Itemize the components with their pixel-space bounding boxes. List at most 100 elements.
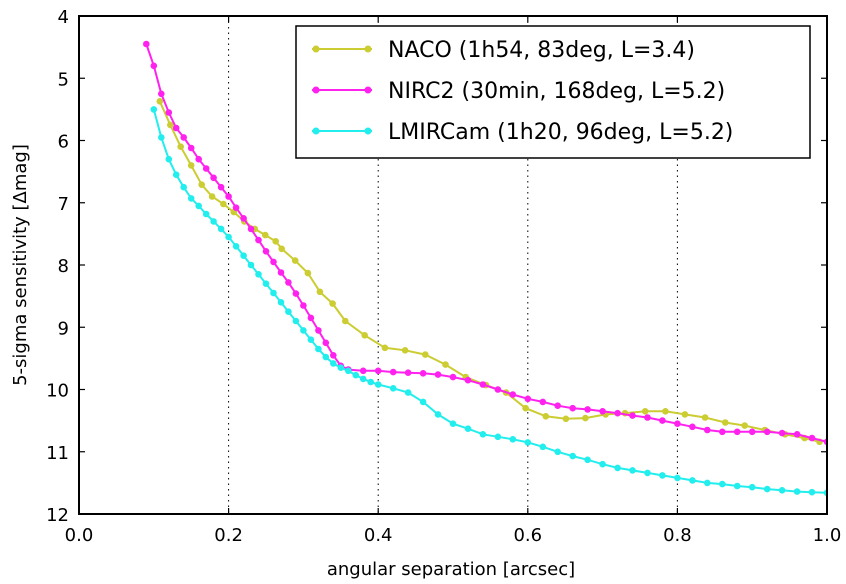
- data-point: [674, 420, 681, 428]
- data-point: [208, 193, 216, 200]
- data-point: [195, 202, 202, 210]
- data-point: [143, 40, 150, 48]
- data-point: [307, 336, 315, 344]
- legend-swatch-marker: [364, 86, 372, 94]
- data-point: [464, 376, 472, 384]
- data-point: [225, 233, 232, 241]
- data-point: [494, 433, 502, 441]
- x-tick-label: 0.4: [364, 525, 393, 546]
- data-point: [285, 279, 292, 286]
- data-point: [584, 456, 591, 464]
- data-point: [793, 431, 801, 438]
- data-point: [150, 106, 158, 113]
- data-point: [180, 134, 187, 141]
- data-point: [374, 367, 382, 375]
- legend-swatch-marker: [312, 45, 320, 53]
- data-point: [778, 429, 786, 437]
- data-point: [352, 371, 360, 379]
- data-point: [187, 195, 195, 202]
- data-point: [361, 332, 369, 339]
- data-point: [374, 381, 382, 388]
- data-point: [172, 124, 180, 132]
- data-point: [255, 271, 262, 278]
- y-tick-label: 7: [58, 194, 69, 215]
- y-tick-label: 9: [58, 318, 69, 339]
- data-point: [240, 215, 247, 222]
- data-point: [165, 155, 173, 163]
- x-tick-label: 0.0: [65, 525, 94, 546]
- data-point: [542, 413, 550, 420]
- y-tick-label: 5: [58, 69, 69, 90]
- data-point: [662, 408, 669, 415]
- data-point: [659, 472, 666, 479]
- data-point: [381, 344, 389, 352]
- data-point: [509, 391, 517, 398]
- data-point: [599, 460, 606, 468]
- x-tick-label: 0.2: [214, 525, 243, 546]
- data-point: [442, 361, 449, 368]
- data-point: [304, 269, 312, 277]
- data-point: [434, 371, 442, 378]
- data-point: [722, 419, 729, 426]
- data-point: [285, 308, 292, 316]
- data-point: [270, 289, 277, 297]
- data-point: [404, 369, 412, 377]
- data-point: [569, 452, 576, 460]
- data-point: [562, 415, 570, 423]
- data-point: [599, 408, 606, 415]
- data-point: [748, 483, 756, 491]
- data-point: [300, 302, 307, 309]
- data-point: [389, 385, 397, 392]
- data-point: [524, 439, 532, 446]
- series-layer: [143, 40, 827, 497]
- legend-swatch-marker: [312, 127, 320, 135]
- data-point: [291, 257, 299, 264]
- data-point: [322, 339, 330, 347]
- data-point: [422, 351, 429, 358]
- data-point: [464, 425, 472, 433]
- series-line: [152, 109, 827, 494]
- data-point: [300, 327, 307, 334]
- y-tick-label: 10: [46, 381, 69, 402]
- data-point: [629, 412, 636, 419]
- data-point: [232, 243, 240, 250]
- data-point: [359, 375, 367, 383]
- y-tick-label: 12: [46, 505, 69, 526]
- data-point: [262, 231, 269, 239]
- data-point: [278, 245, 286, 253]
- data-point: [641, 408, 649, 415]
- data-point: [494, 386, 502, 393]
- data-point: [644, 414, 651, 421]
- data-point: [202, 210, 210, 218]
- data-point: [629, 467, 636, 474]
- data-point: [262, 280, 270, 288]
- data-point: [719, 428, 726, 436]
- data-point: [689, 477, 696, 484]
- data-point: [165, 109, 173, 116]
- data-point: [674, 474, 681, 482]
- legend-label: NIRC2 (30min, 168deg, L=5.2): [388, 79, 725, 104]
- data-point: [741, 422, 748, 429]
- legend-swatch-marker: [364, 127, 372, 135]
- data-point: [689, 423, 696, 431]
- data-point: [614, 464, 621, 472]
- data-point: [210, 174, 217, 182]
- data-point: [220, 200, 227, 208]
- data-point: [187, 162, 195, 169]
- data-point: [262, 248, 270, 255]
- data-point: [187, 144, 195, 152]
- data-point: [315, 345, 322, 353]
- legend-label: NACO (1h54, 83deg, L=3.4): [388, 38, 695, 63]
- data-point: [167, 121, 174, 129]
- data-point: [292, 317, 300, 325]
- data-point: [210, 218, 217, 225]
- data-point: [449, 420, 457, 428]
- data-point: [322, 353, 330, 361]
- data-point: [367, 378, 375, 386]
- data-point: [554, 402, 561, 410]
- data-point: [345, 367, 352, 375]
- data-point: [270, 258, 277, 266]
- data-point: [240, 252, 247, 259]
- legend-entry-nirc2: NIRC2 (30min, 168deg, L=5.2): [312, 79, 725, 104]
- data-point: [733, 482, 741, 490]
